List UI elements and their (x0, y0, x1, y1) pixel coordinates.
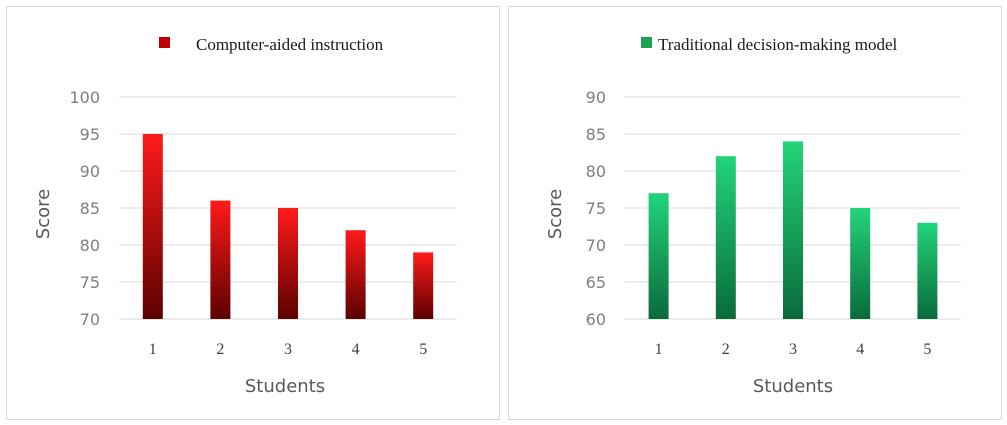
legend-label: Computer-aided instruction (196, 35, 384, 54)
chart-panel-traditional: 60 65 70 75 80 85 90 1 2 3 4 5 Traditional decisio… (508, 6, 1002, 420)
y-tick-label: 85 (586, 125, 606, 144)
x-tick-label: 3 (284, 341, 292, 358)
x-tick-label: 3 (789, 341, 797, 358)
bar (210, 200, 231, 319)
y-tick-label: 75 (586, 199, 606, 218)
bar (413, 252, 434, 319)
chart-svg-right: 60 65 70 75 80 85 90 1 2 3 4 5 Traditional decisio… (545, 35, 961, 397)
legend-swatch (159, 37, 170, 48)
bar (648, 193, 669, 319)
bar (917, 222, 938, 319)
y-tick-label: 85 (80, 199, 100, 218)
y-tick-label: 70 (80, 310, 100, 329)
bar (850, 208, 871, 319)
x-tick-label: 2 (722, 341, 730, 358)
bar (345, 230, 366, 319)
y-tick-label: 90 (80, 162, 100, 181)
bar (278, 208, 298, 319)
y-axis-title: Score (33, 189, 54, 239)
y-tick-label: 65 (586, 273, 606, 292)
x-axis-title: Students (753, 376, 833, 397)
bar (783, 141, 803, 319)
x-tick-label: 5 (419, 341, 427, 358)
y-tick-label: 70 (586, 236, 606, 255)
x-tick-label: 4 (352, 341, 360, 358)
y-tick-label: 60 (586, 310, 606, 329)
y-tick-label: 80 (586, 162, 606, 181)
y-tick-label: 80 (80, 236, 100, 255)
x-tick-label: 1 (149, 341, 157, 358)
legend-label: Traditional decision-making model (658, 35, 898, 54)
y-tick-label: 100 (69, 88, 100, 107)
x-tick-label: 2 (216, 341, 224, 358)
y-axis-title: Score (545, 189, 566, 239)
y-tick-label: 90 (586, 88, 606, 107)
x-axis-title: Students (245, 376, 325, 397)
x-tick-label: 1 (655, 341, 663, 358)
bar (142, 134, 163, 319)
legend-swatch (641, 37, 652, 48)
chart-panel-computer-aided: 70 75 80 85 90 95 100 1 2 3 4 5 Computer-aided ins… (6, 6, 500, 420)
y-tick-label: 95 (80, 125, 100, 144)
chart-svg-left: 70 75 80 85 90 95 100 1 2 3 4 5 Computer-aided ins… (33, 35, 457, 397)
bar (715, 156, 736, 319)
y-tick-label: 75 (80, 273, 100, 292)
x-tick-label: 5 (923, 341, 931, 358)
x-tick-label: 4 (856, 341, 864, 358)
